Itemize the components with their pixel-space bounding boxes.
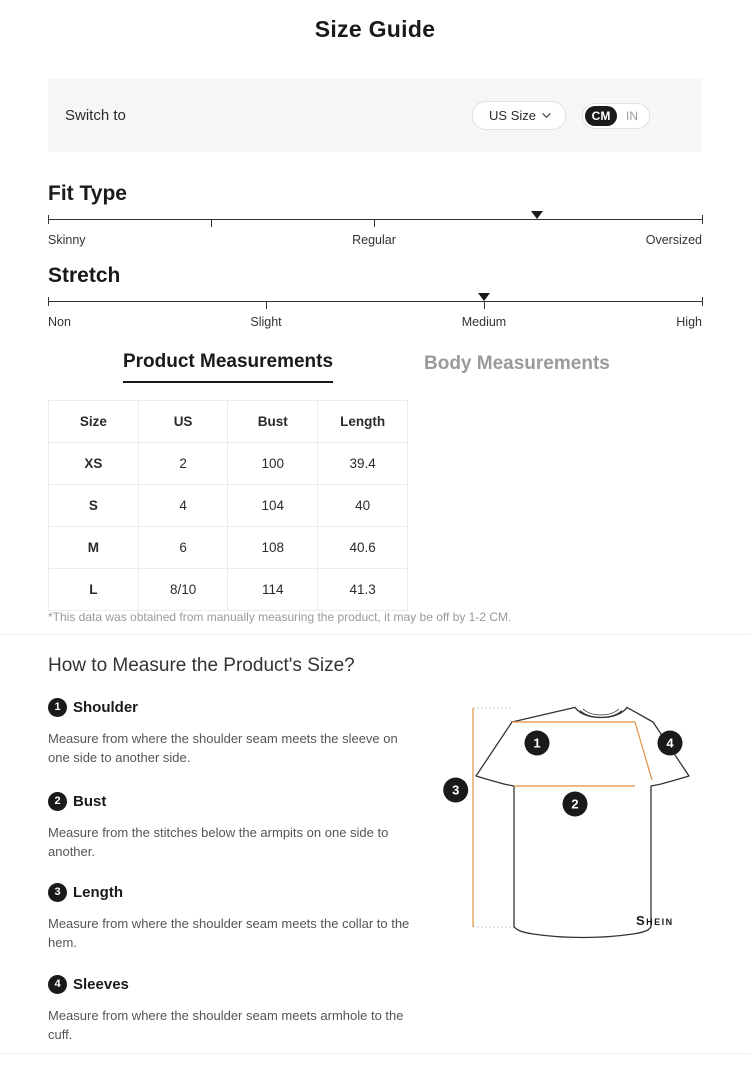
svg-text:1: 1 bbox=[533, 736, 540, 751]
svg-text:2: 2 bbox=[571, 797, 578, 812]
svg-text:4: 4 bbox=[666, 736, 674, 751]
svg-text:Shein: Shein bbox=[636, 913, 674, 928]
svg-text:3: 3 bbox=[452, 783, 459, 798]
